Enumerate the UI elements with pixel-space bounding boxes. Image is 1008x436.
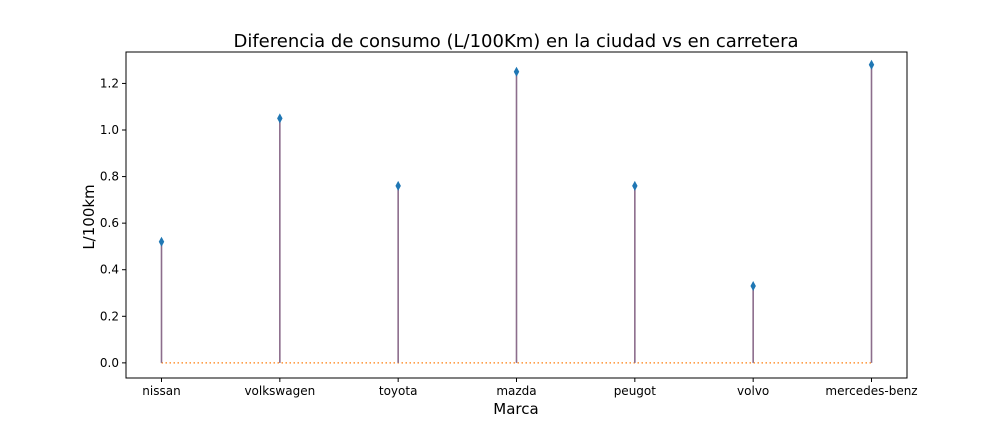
- y-tick-label: 1.2: [100, 76, 119, 90]
- stem-marker: [513, 66, 520, 77]
- y-tick-label: 1.0: [100, 123, 119, 137]
- y-axis-label: L/100km: [80, 184, 98, 249]
- stem-marker: [868, 59, 875, 70]
- y-tick-label: 0.6: [100, 216, 119, 230]
- stem-marker: [395, 180, 401, 191]
- x-tick-label: mercedes-benz: [825, 384, 917, 398]
- x-tick-label: nissan: [142, 384, 180, 398]
- y-tick-label: 0.4: [100, 263, 119, 277]
- plot-frame: [125, 51, 908, 379]
- x-tick-label: toyota: [379, 384, 418, 398]
- x-tick-label: mazda: [496, 384, 536, 398]
- stem-marker: [632, 180, 638, 191]
- x-axis-label: Marca: [493, 400, 538, 418]
- y-tick-label: 0.8: [100, 170, 119, 184]
- x-tick-label: peugot: [614, 384, 657, 398]
- chart-title: Diferencia de consumo (L/100Km) en la ci…: [233, 31, 798, 52]
- x-tick-label: volkswagen: [244, 384, 315, 398]
- plot-area: 0.0 0.2 0.4 0.6 0.8 1.0 1.2 nissan volkswagen toy…: [100, 51, 918, 398]
- y-tick-label: 0.0: [100, 356, 119, 370]
- x-tick-label: volvo: [737, 384, 769, 398]
- stem-marker: [158, 236, 165, 247]
- stem-marker: [277, 113, 283, 124]
- y-tick-label: 0.2: [100, 309, 119, 323]
- stem-marker: [750, 281, 756, 292]
